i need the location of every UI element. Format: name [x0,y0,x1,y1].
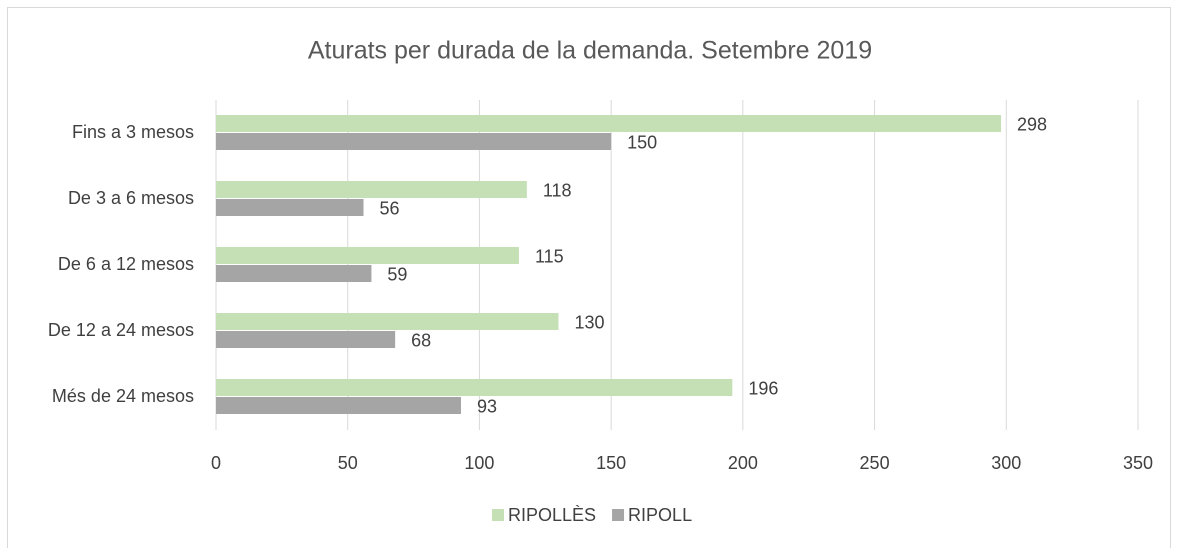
data-label: 68 [411,330,431,350]
x-tick-label: 350 [1123,453,1153,473]
legend-label: RIPOLL [628,505,692,525]
y-tick-label: Fins a 3 mesos [72,122,194,142]
data-label: 118 [543,180,572,200]
data-label: 196 [748,378,778,398]
x-tick-label: 0 [211,453,221,473]
data-label: 56 [380,198,400,218]
bar [216,133,612,150]
data-label: 115 [535,246,564,266]
x-tick-label: 200 [728,453,758,473]
bar [216,331,396,348]
x-tick-label: 250 [860,453,890,473]
bar [216,115,1002,132]
data-label: 130 [574,312,604,332]
bar [216,313,559,330]
chart-border [7,7,1171,548]
x-tick-label: 50 [338,453,358,473]
x-tick-label: 150 [596,453,626,473]
bar [216,247,519,264]
y-tick-label: De 6 a 12 mesos [58,254,194,274]
data-label: 298 [1017,114,1047,134]
x-tick-label: 300 [991,453,1021,473]
bar [216,199,364,216]
bar [216,379,733,396]
legend-label: RIPOLLÈS [508,505,596,525]
data-label: 59 [387,264,407,284]
y-tick-label: Més de 24 mesos [52,386,194,406]
legend-swatch [492,509,504,521]
x-tick-label: 100 [464,453,494,473]
y-tick-label: De 3 a 6 mesos [68,188,194,208]
data-label: 93 [477,396,497,416]
data-label: 150 [627,132,657,152]
bar [216,397,461,414]
bar [216,181,527,198]
y-tick-label: De 12 a 24 mesos [48,320,194,340]
legend-swatch [612,509,625,521]
chart-title: Aturats per durada de la demanda. Setemb… [308,37,872,65]
bar [216,265,372,282]
